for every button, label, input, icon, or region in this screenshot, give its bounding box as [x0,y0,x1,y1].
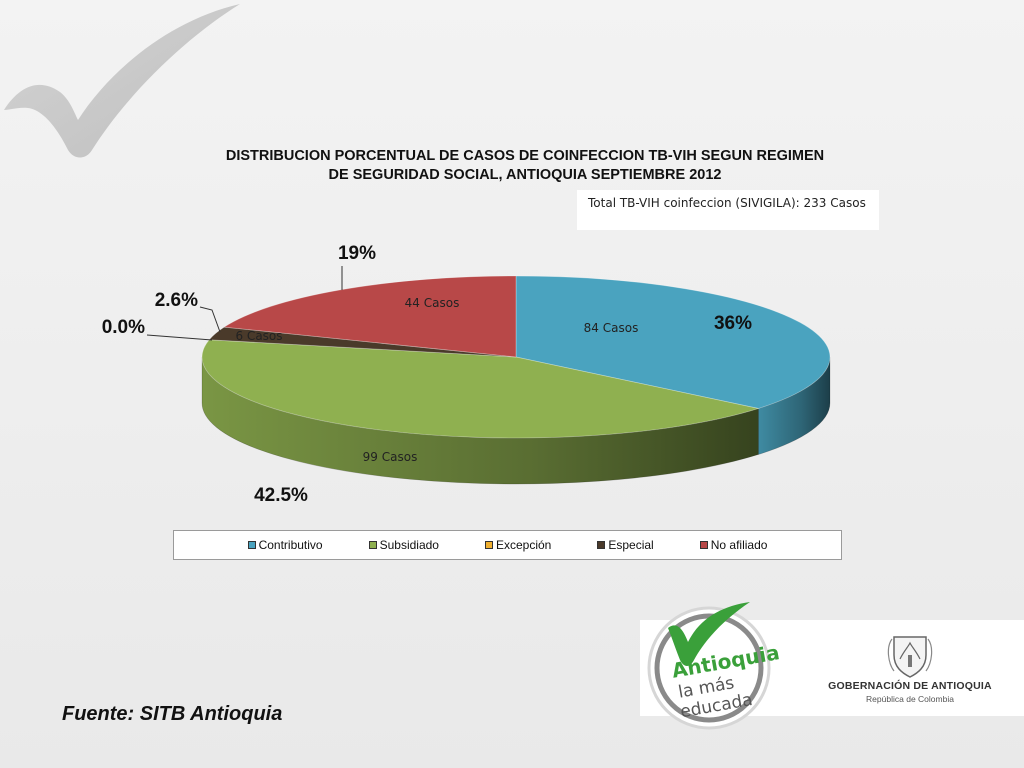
chart-title: DISTRIBUCION PORCENTUAL DE CASOS DE COIN… [150,147,900,185]
gobernacion-name: GOBERNACIÓN DE ANTIOQUIA [828,680,992,692]
legend-item: No afiliado [699,538,768,552]
legend-label: Excepción [495,538,552,552]
percent-leader-line [199,306,221,333]
checkmark-decoration-icon [4,4,240,158]
source-note: Fuente: SITB Antioquia [62,703,283,725]
legend-swatch [368,541,377,549]
chart-title-line1: DISTRIBUCION PORCENTUAL DE CASOS DE COIN… [225,148,825,164]
legend-swatch [699,541,708,549]
percent-label: 19% [338,243,376,264]
legend-label: Contributivo [258,538,323,552]
legend-swatch [484,541,493,549]
legend-item: Contributivo [247,538,323,552]
legend-label: Subsidiado [379,538,439,552]
legend-swatch [247,541,256,549]
total-cases-note: Total TB-VIH coinfeccion (SIVIGILA): 233… [577,190,879,230]
legend-swatch [597,541,606,549]
legend-item: Especial [597,538,654,552]
antioquia-educada-logo-icon: Antioquia la más educada [647,602,933,730]
gobernacion-subtitle: República de Colombia [866,694,954,704]
case-label: 44 Casos [405,296,460,310]
percent-label: 0.0% [102,317,145,338]
case-label: 6 Casos [235,329,282,343]
footer-logos: Antioquia la más educada GOBERNACIÓN DE … [640,598,1024,748]
legend-label: No afiliado [710,538,768,552]
percent-label: 36% [714,313,752,334]
legend-label: Especial [608,538,654,552]
percent-label: 2.6% [155,290,198,311]
chart-legend: Contributivo Subsidiado Excepción Especial N… [173,530,842,560]
percent-leader-line [146,334,213,341]
legend-item: Subsidiado [368,538,439,552]
chart-title-line2: DE SEGURIDAD SOCIAL, ANTIOQUIA SEPTIEMBR… [328,167,722,183]
pie-slice-contributivo [515,275,831,409]
case-label: 99 Casos [363,450,418,464]
pie-slice-subsidiado [201,339,760,439]
pie-slice-noafiliado [223,275,517,358]
percent-label: 42.5% [254,485,308,506]
legend-item: Excepción [484,538,552,552]
case-label: 84 Casos [584,321,639,335]
coat-of-arms-icon [887,636,933,678]
